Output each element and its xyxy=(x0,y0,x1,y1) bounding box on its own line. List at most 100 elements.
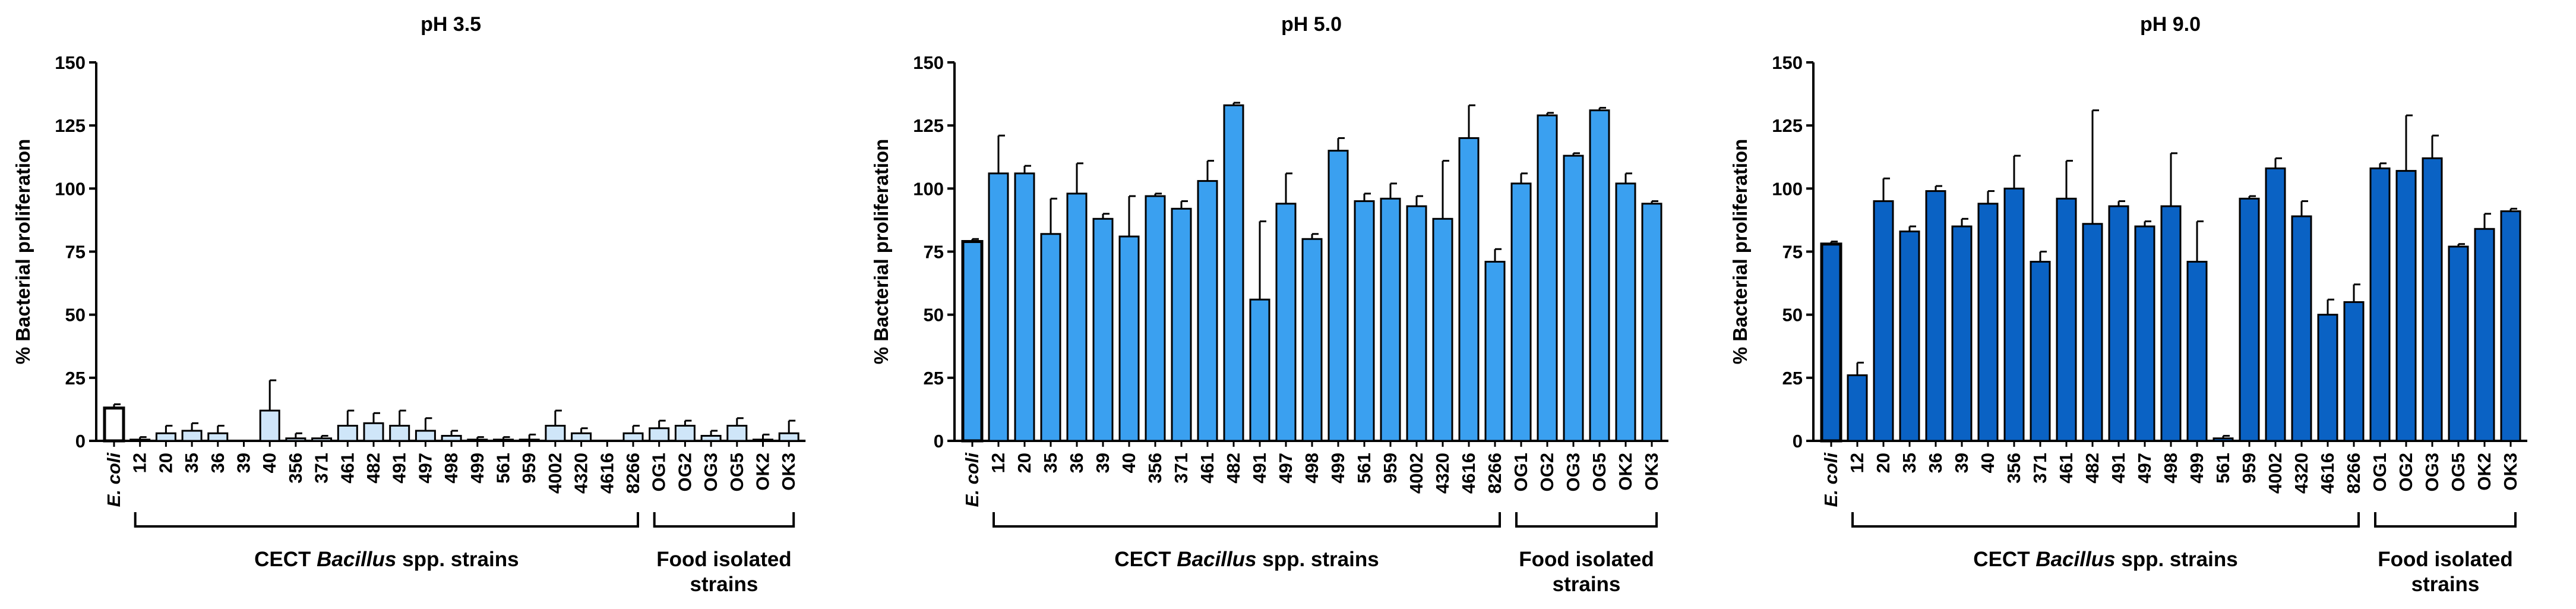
bar xyxy=(519,438,540,442)
y-tick-label: 100 xyxy=(55,178,86,199)
x-tick-label: 40 xyxy=(1118,453,1139,473)
x-tick-label: OK2 xyxy=(2474,453,2495,491)
bar xyxy=(1354,200,1375,442)
bar xyxy=(2448,245,2469,442)
y-tick-label: 50 xyxy=(1782,305,1803,326)
x-tick-label: 12 xyxy=(1847,453,1867,473)
x-tick-label: 20 xyxy=(155,453,176,473)
x-tick-label: OG3 xyxy=(1563,453,1583,491)
bar xyxy=(2395,170,2417,442)
bar xyxy=(155,432,176,442)
x-tick-label: OG2 xyxy=(674,453,695,491)
x-tick-label: 4002 xyxy=(2265,453,2286,494)
food-group-label-line1: Food isolated xyxy=(2378,548,2513,571)
x-tick-label: OK3 xyxy=(2500,453,2521,491)
bar xyxy=(988,172,1009,442)
cect-group-label-part: Bacillus xyxy=(2035,548,2115,571)
chart-title: pH 5.0 xyxy=(1281,13,1342,36)
bar xyxy=(441,435,462,442)
x-tick-label: OG5 xyxy=(726,453,747,491)
x-tick-label: 497 xyxy=(2134,453,2155,484)
y-tick-label: 0 xyxy=(934,431,944,452)
cect-group-label: CECT Bacillus spp. strains xyxy=(1973,548,2237,571)
x-tick-label: 4616 xyxy=(2317,453,2338,494)
bar xyxy=(1641,203,1662,442)
x-tick-label: OG5 xyxy=(1589,453,1610,491)
x-tick-label: 461 xyxy=(1197,453,1218,484)
chart-panel-1: pH 3.5 % Bacterial proliferation 0 25 50 75 10… xyxy=(12,13,806,596)
x-tick-label: 461 xyxy=(2056,453,2076,484)
x-tick-label: 12 xyxy=(129,453,150,473)
x-tick-label: 356 xyxy=(2003,453,2024,484)
x-tick-label: OK2 xyxy=(1615,453,1636,491)
x-tick-label: 482 xyxy=(363,453,384,484)
bar xyxy=(2291,215,2312,442)
bar xyxy=(181,430,203,442)
x-tick-label: 36 xyxy=(207,453,228,473)
bar xyxy=(1873,200,1894,442)
bar xyxy=(493,438,514,442)
x-tick-label: OG3 xyxy=(700,453,721,491)
bar xyxy=(2343,301,2365,442)
food-group-bracket xyxy=(2374,512,2517,528)
bar xyxy=(2056,197,2077,442)
x-tick-label: 461 xyxy=(337,453,358,484)
x-tick-label: 4320 xyxy=(1432,453,1453,494)
bar xyxy=(545,425,566,442)
bar xyxy=(1014,172,1035,442)
y-tick-label: 125 xyxy=(55,115,86,136)
x-tick-label: 4002 xyxy=(1406,453,1427,494)
x-tick-label: OG3 xyxy=(2422,453,2442,491)
x-tick-label: 4616 xyxy=(596,453,617,494)
x-tick-label: 491 xyxy=(1249,453,1270,484)
cect-group-bracket xyxy=(134,512,639,528)
bar xyxy=(363,422,384,442)
x-tick-label: OG1 xyxy=(1510,453,1531,491)
y-tick-label: 50 xyxy=(65,305,86,326)
bar xyxy=(2265,167,2286,442)
x-tick-label: 39 xyxy=(1951,453,1972,473)
food-group-bracket xyxy=(1515,512,1658,528)
bar xyxy=(207,432,229,442)
y-tick-label: 125 xyxy=(1772,115,1803,136)
bar xyxy=(1197,180,1218,442)
bar xyxy=(700,435,722,442)
bar xyxy=(1040,233,1061,442)
x-tick-label: 20 xyxy=(1873,453,1894,473)
bar xyxy=(1249,298,1270,442)
bar xyxy=(1432,217,1453,442)
bar xyxy=(778,432,799,442)
x-tick-label: 371 xyxy=(2030,453,2050,484)
food-group-label-line2: strains xyxy=(690,573,758,596)
x-tick-label: 498 xyxy=(1301,453,1322,484)
cect-group-label-part: Bacillus xyxy=(317,548,396,571)
x-tick-label: 8266 xyxy=(622,453,643,494)
cect-group-label-part: CECT xyxy=(254,548,317,571)
x-tick-label: 4320 xyxy=(571,453,592,494)
y-tick-label: 0 xyxy=(75,431,86,452)
bar xyxy=(415,430,436,442)
bar xyxy=(1066,193,1088,442)
bar xyxy=(1458,137,1480,442)
x-tick-label: 499 xyxy=(2186,453,2207,484)
bar xyxy=(1951,225,1973,442)
y-tick-label: 75 xyxy=(1782,242,1803,263)
bar xyxy=(467,438,488,442)
x-tick-label: 39 xyxy=(1092,453,1113,473)
bar xyxy=(2369,167,2391,442)
bar xyxy=(1899,231,1920,442)
food-group-label-line1: Food isolated xyxy=(1519,548,1654,571)
bar xyxy=(2422,157,2443,442)
bar xyxy=(2160,205,2182,442)
chart-panel-3: pH 9.0 % Bacterial proliferation 0 25 50 75 10… xyxy=(1729,13,2527,596)
bar xyxy=(337,425,358,442)
bar xyxy=(311,437,333,442)
bar xyxy=(1615,182,1636,442)
x-tick-label: OG2 xyxy=(1537,453,1557,491)
x-tick-label: 959 xyxy=(2239,453,2259,484)
bar xyxy=(1092,217,1114,442)
x-tick-label: OK3 xyxy=(778,453,799,491)
x-tick-label: 35 xyxy=(1040,453,1061,473)
cect-group-label: CECT Bacillus spp. strains xyxy=(254,548,519,571)
